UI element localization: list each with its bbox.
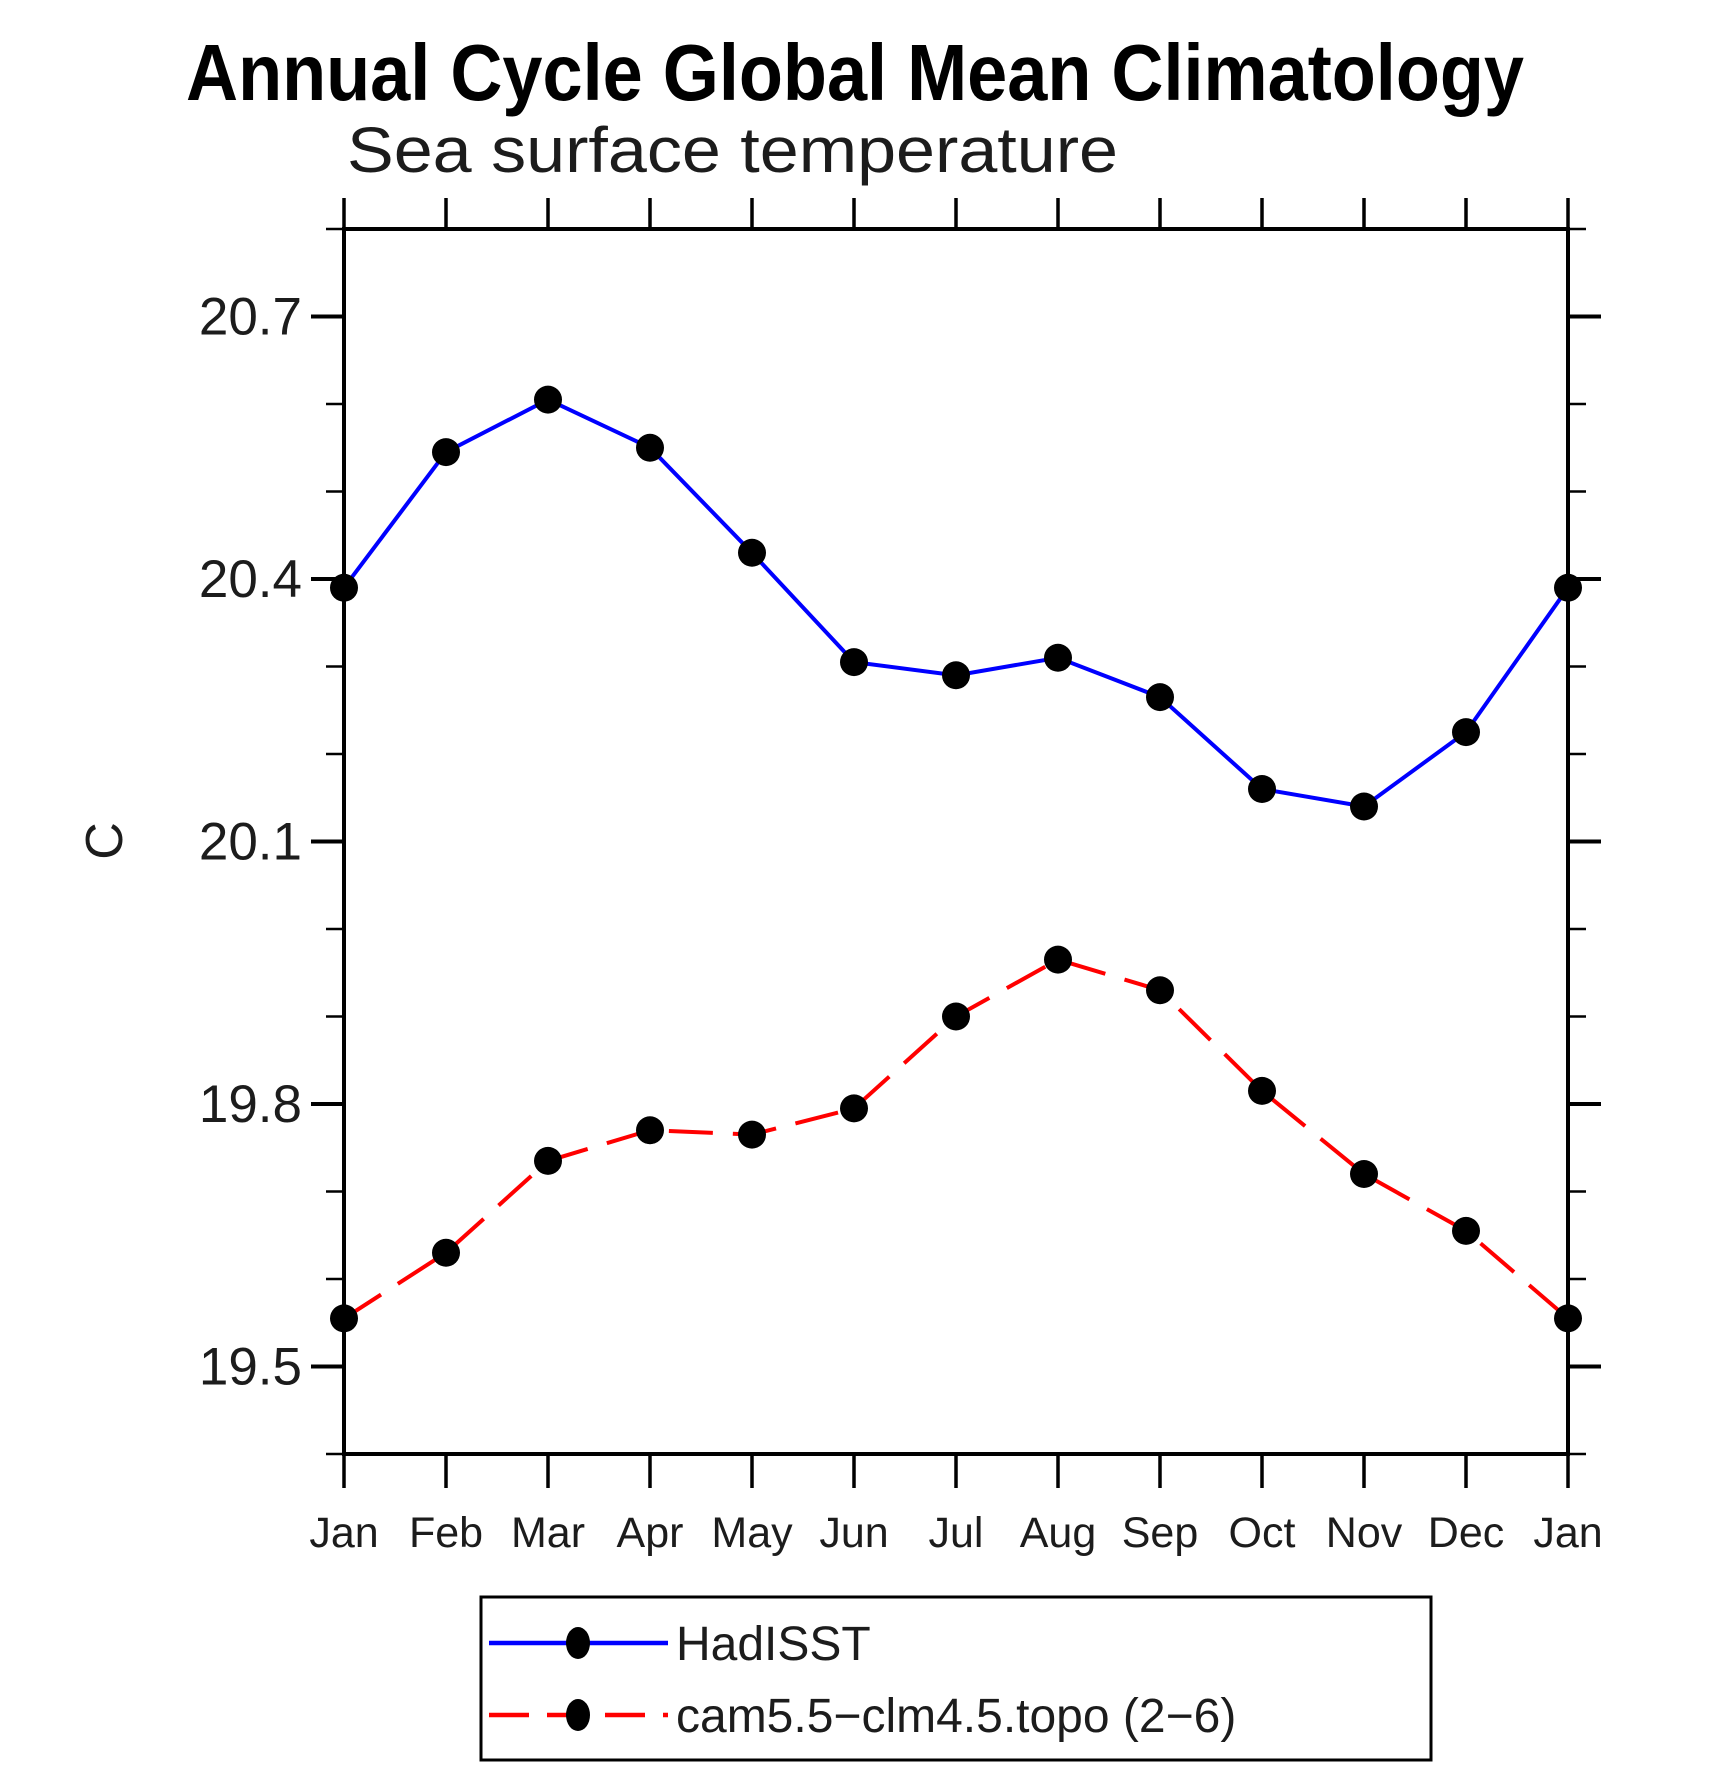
data-point-marker [330, 573, 358, 602]
x-axis-tick-label: Jun [819, 1509, 888, 1557]
y-axis-tick-label: 19.8 [199, 1075, 302, 1134]
series-line-hadisst [342, 397, 1570, 809]
x-axis-tick-label: Jan [1533, 1509, 1602, 1557]
data-point-marker [432, 438, 460, 467]
x-axis-tick-label: May [711, 1509, 793, 1557]
data-point-marker [840, 648, 868, 677]
y-axis-tick-label: 19.5 [199, 1338, 302, 1397]
x-axis-tick-label: Feb [409, 1509, 483, 1557]
data-point-marker [1248, 1076, 1276, 1105]
data-point-marker [534, 385, 562, 414]
data-point-marker [636, 433, 664, 462]
data-point-marker [1452, 718, 1480, 747]
legend-marker [566, 1699, 590, 1731]
chart-title: Annual Cycle Global Mean Climatology [186, 28, 1524, 117]
data-point-marker [1146, 683, 1174, 712]
data-point-marker [738, 538, 766, 567]
chart-subtitle: Sea surface temperature [347, 114, 1118, 186]
x-axis-tick-label: Jan [309, 1509, 378, 1557]
x-axis-tick-label: Mar [511, 1509, 585, 1557]
data-point-marker [840, 1094, 868, 1123]
legend-marker [566, 1627, 590, 1659]
data-point-marker [636, 1116, 664, 1145]
data-point-marker [1044, 643, 1072, 672]
data-point-marker [1044, 945, 1072, 974]
y-axis-tick-label: 20.7 [199, 288, 302, 347]
x-axis-tick-label: Aug [1020, 1509, 1097, 1557]
x-axis-tick-label: Sep [1122, 1509, 1199, 1557]
data-point-marker [1146, 976, 1174, 1005]
x-axis-tick-label: Apr [617, 1509, 684, 1557]
y-axis-tick-label: 20.1 [199, 813, 302, 872]
plot-border [342, 227, 1570, 1456]
data-point-marker [330, 1304, 358, 1333]
x-axis-tick-label: Oct [1229, 1509, 1296, 1557]
data-point-marker [942, 1002, 970, 1031]
x-axis-tick-label: Dec [1428, 1509, 1504, 1557]
legend-entry-label: HadISST [676, 1618, 871, 1671]
x-axis-tick-label: Nov [1326, 1509, 1403, 1557]
legend-box [479, 1595, 1433, 1762]
plot-generated-content: 19.5 19.8 20.1 20.4 20.7 Jan Feb Mar Apr May Jun Ju… [199, 198, 1603, 1762]
data-point-marker [1350, 792, 1378, 821]
data-point-marker [1554, 573, 1582, 602]
x-axis-tick-label: Jul [929, 1509, 984, 1557]
data-point-marker [1452, 1216, 1480, 1245]
data-point-marker [942, 661, 970, 690]
data-point-marker [1248, 775, 1276, 803]
data-point-marker [738, 1120, 766, 1149]
legend-entry-label: cam5.5−clm4.5.topo (2−6) [676, 1690, 1236, 1743]
data-point-marker [432, 1238, 460, 1267]
data-point-marker [534, 1146, 562, 1175]
y-axis-tick-label: 20.4 [199, 550, 302, 609]
data-point-marker [1350, 1160, 1378, 1188]
y-axis-title: C [76, 822, 134, 860]
data-point-marker [1554, 1304, 1582, 1333]
